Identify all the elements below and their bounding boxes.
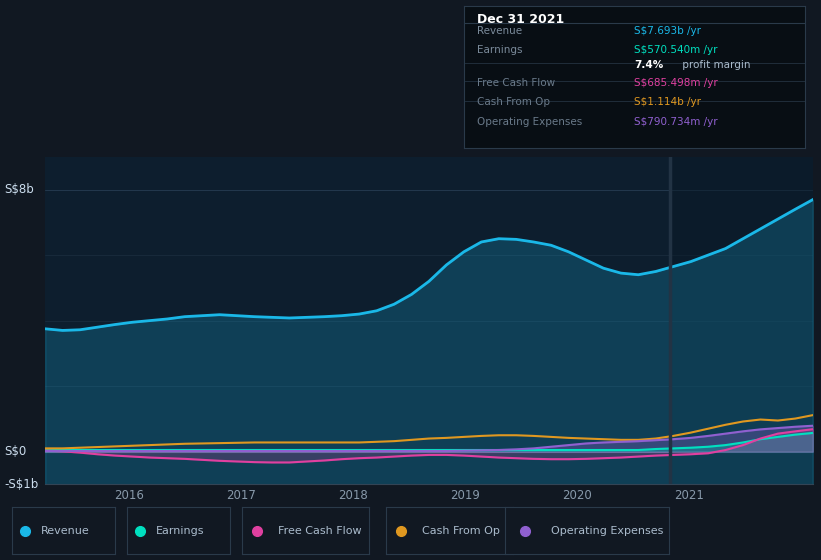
Text: Operating Expenses: Operating Expenses (551, 526, 663, 535)
Text: S$570.540m /yr: S$570.540m /yr (635, 45, 718, 55)
Text: Earnings: Earnings (478, 45, 523, 55)
Text: Cash From Op: Cash From Op (478, 97, 551, 107)
Bar (671, 157, 813, 484)
Text: Earnings: Earnings (156, 526, 204, 535)
Text: Free Cash Flow: Free Cash Flow (277, 526, 361, 535)
Text: S$7.693b /yr: S$7.693b /yr (635, 26, 701, 36)
Text: Revenue: Revenue (478, 26, 523, 36)
Text: Dec 31 2021: Dec 31 2021 (478, 13, 565, 26)
Text: Operating Expenses: Operating Expenses (478, 117, 583, 127)
Text: Free Cash Flow: Free Cash Flow (478, 78, 556, 88)
Text: S$790.734m /yr: S$790.734m /yr (635, 117, 718, 127)
Text: S$685.498m /yr: S$685.498m /yr (635, 78, 718, 88)
Text: 7.4%: 7.4% (635, 60, 663, 70)
Text: S$0: S$0 (4, 445, 26, 458)
Text: S$8b: S$8b (4, 183, 34, 196)
Text: S$1.114b /yr: S$1.114b /yr (635, 97, 701, 107)
Text: profit margin: profit margin (678, 60, 750, 70)
Text: Cash From Op: Cash From Op (421, 526, 499, 535)
Text: Revenue: Revenue (41, 526, 89, 535)
Text: -S$1b: -S$1b (4, 478, 39, 491)
